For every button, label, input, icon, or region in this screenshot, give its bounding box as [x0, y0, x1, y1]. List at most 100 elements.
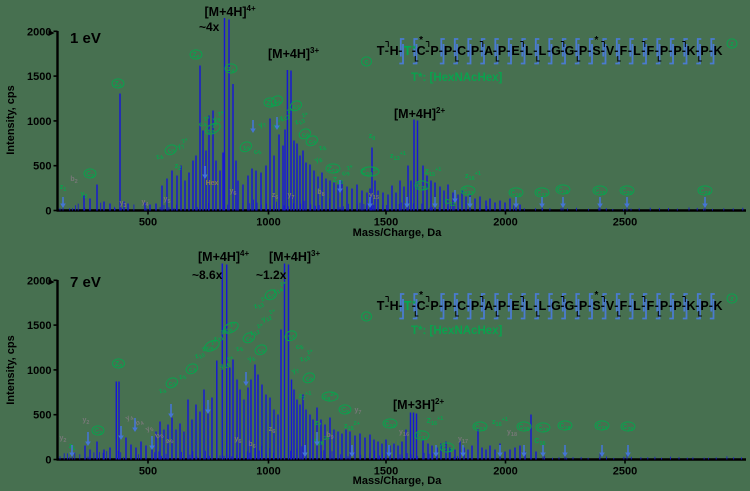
svg-text:2500: 2500	[613, 466, 637, 478]
svg-text:2000: 2000	[493, 466, 517, 478]
svg-text:y122+: y122+	[260, 308, 280, 325]
svg-text:y7: y7	[288, 192, 295, 201]
svg-text:*: *	[412, 299, 416, 309]
svg-text:a5: a5	[165, 436, 175, 447]
svg-text:S: S	[592, 44, 600, 58]
svg-text:L: L	[525, 299, 533, 313]
svg-text:c: c	[365, 59, 369, 66]
svg-text:K: K	[713, 299, 722, 313]
svg-text:F: F	[647, 44, 655, 58]
svg-text:*: *	[419, 290, 423, 301]
svg-text:z4: z4	[158, 386, 169, 397]
svg-text:~8.6x: ~8.6x	[192, 268, 223, 282]
svg-text:E: E	[511, 44, 519, 58]
svg-text:z1: z1	[60, 184, 67, 193]
svg-text:C11: C11	[417, 183, 428, 192]
svg-text:C102+: C102+	[361, 167, 378, 178]
svg-text:[M+4H]3+: [M+4H]3+	[268, 46, 319, 61]
svg-text:Z3: Z3	[114, 81, 121, 90]
svg-text:P: P	[673, 299, 681, 313]
svg-text:G: G	[551, 299, 561, 313]
svg-text:1500: 1500	[374, 217, 398, 229]
svg-text:b5: b5	[154, 431, 165, 442]
svg-text:[M+4H]4+: [M+4H]4+	[205, 4, 256, 19]
svg-text:1500: 1500	[27, 320, 51, 332]
svg-text:K: K	[686, 299, 695, 313]
svg-text:Z15+1: Z15+1	[425, 167, 442, 178]
svg-text:c82+: c82+	[323, 392, 336, 403]
svg-text:b4: b4	[134, 417, 146, 429]
svg-text:z142+: z142+	[271, 280, 290, 297]
svg-text:C: C	[457, 299, 466, 313]
svg-text:1500: 1500	[374, 466, 398, 478]
svg-text:L: L	[525, 44, 533, 58]
svg-text:*: *	[419, 35, 423, 46]
svg-text:*: *	[412, 44, 416, 54]
svg-text:y8: y8	[314, 155, 324, 166]
svg-text:C9: C9	[341, 407, 349, 416]
svg-text:[M+4H]2+: [M+4H]2+	[394, 106, 445, 121]
svg-text:z6: z6	[272, 192, 279, 201]
svg-text:C19: C19	[596, 423, 607, 432]
svg-text:Mass/Charge, Da: Mass/Charge, Da	[353, 227, 443, 239]
svg-text:z6: z6	[269, 426, 276, 435]
svg-text:b6: b6	[248, 441, 255, 450]
svg-text:S: S	[592, 299, 600, 313]
svg-text:b9: b9	[326, 432, 333, 441]
svg-text:L: L	[539, 299, 547, 313]
svg-text:2000: 2000	[27, 26, 51, 38]
svg-text:c8: c8	[295, 342, 305, 353]
svg-text:C17: C17	[537, 425, 548, 434]
svg-text:C12: C12	[441, 445, 452, 454]
svg-text:L: L	[539, 44, 547, 58]
svg-text:7 eV: 7 eV	[70, 274, 101, 291]
svg-text:A: A	[484, 299, 493, 313]
svg-text:z16+1: z16+1	[465, 171, 481, 182]
svg-text:[M+3H]2+: [M+3H]2+	[393, 397, 444, 412]
svg-text:z4: z4	[155, 152, 166, 163]
svg-text:y2: y2	[81, 191, 88, 200]
svg-text:z122+: z122+	[248, 322, 267, 339]
svg-text:T*: [HexNAcHex]: T*: [HexNAcHex]	[411, 72, 503, 84]
svg-text:c92+: c92+	[340, 164, 357, 180]
svg-text:Intensity, cps: Intensity, cps	[5, 335, 17, 404]
svg-text:P: P	[700, 44, 708, 58]
svg-text:K: K	[686, 44, 695, 58]
svg-text:C12: C12	[444, 199, 455, 208]
svg-text:y7: y7	[355, 407, 362, 416]
svg-text:P: P	[673, 44, 681, 58]
svg-text:z7+1: z7+1	[299, 391, 312, 402]
svg-text:z8: z8	[318, 143, 328, 154]
svg-text:y3: y3	[120, 200, 127, 209]
svg-text:L: L	[633, 44, 641, 58]
svg-text:c5: c5	[245, 334, 255, 345]
svg-text:b8: b8	[317, 189, 324, 198]
svg-text:1000: 1000	[256, 466, 280, 478]
svg-text:C20: C20	[621, 188, 632, 197]
svg-text:z5: z5	[242, 143, 252, 154]
svg-text:1000: 1000	[27, 365, 51, 377]
svg-text:C2: C2	[94, 428, 102, 437]
svg-text:2500: 2500	[613, 217, 637, 229]
svg-text:500: 500	[33, 161, 51, 173]
svg-text:y4: y4	[125, 413, 136, 425]
svg-text:C16: C16	[510, 190, 521, 199]
svg-text:*: *	[595, 290, 599, 301]
svg-text:y6: y6	[247, 354, 257, 365]
svg-text:C16: C16	[534, 438, 545, 447]
svg-text:y6: y6	[235, 436, 242, 445]
svg-text:E: E	[511, 299, 519, 313]
svg-text:*: *	[595, 35, 599, 46]
svg-text:500: 500	[33, 410, 51, 422]
svg-text:T*: [HexNAcHex]: T*: [HexNAcHex]	[411, 325, 503, 337]
svg-text:Z5: Z5	[192, 52, 199, 61]
svg-text:y16: y16	[399, 429, 409, 438]
svg-text:P: P	[660, 44, 668, 58]
svg-text:y4: y4	[142, 199, 150, 208]
svg-text:z4: z4	[228, 66, 236, 75]
svg-text:Z3: Z3	[115, 361, 122, 370]
svg-text:P: P	[444, 299, 452, 313]
svg-text:C11: C11	[417, 433, 428, 442]
svg-text:0: 0	[45, 206, 51, 218]
svg-text:2000: 2000	[27, 275, 51, 287]
